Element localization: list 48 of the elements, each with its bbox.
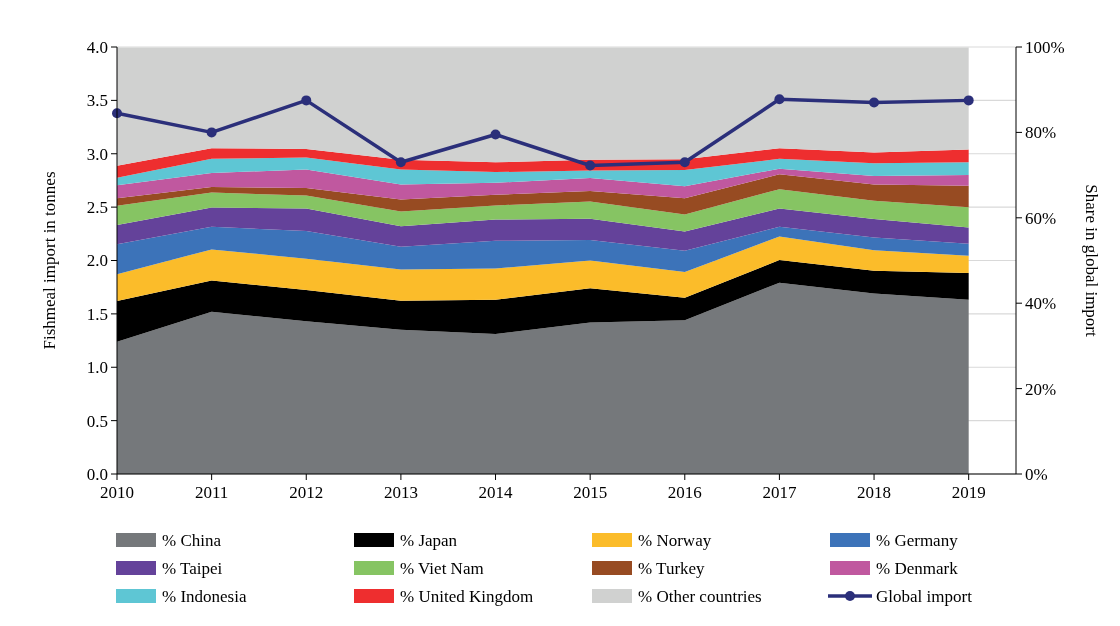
y2-tick-label: 100% xyxy=(1025,37,1065,57)
x-tick-label: 2018 xyxy=(857,483,892,502)
point xyxy=(490,129,501,140)
y-tick-label: 3.5 xyxy=(86,91,108,111)
legend-label: % Taipei xyxy=(162,558,223,578)
y-tick-label: 0.0 xyxy=(86,464,108,484)
x-tick-label: 2019 xyxy=(951,483,986,502)
legend-label: % Denmark xyxy=(876,558,959,578)
x-tick-label: 2011 xyxy=(194,483,229,502)
legend-label: % Turkey xyxy=(638,558,706,578)
legend-label: % China xyxy=(162,530,222,550)
legend-label: % United Kingdom xyxy=(400,586,534,606)
point xyxy=(395,157,406,168)
point xyxy=(774,94,785,105)
y-axis-title: Fishmeal import in tonnes xyxy=(40,171,59,350)
point xyxy=(679,157,690,168)
point xyxy=(963,95,974,106)
point xyxy=(869,97,880,108)
y-tick-label: 2.5 xyxy=(86,198,108,218)
y2-tick-label: 0% xyxy=(1025,464,1048,484)
legend-label: % Norway xyxy=(638,530,712,550)
point xyxy=(301,95,312,106)
x-tick-label: 2017 xyxy=(762,483,797,502)
x-tick-label: 2016 xyxy=(667,483,702,502)
y-tick-label: 4.0 xyxy=(86,37,108,57)
y2-axis-title: Share in global import xyxy=(1082,184,1101,338)
x-tick-label: 2013 xyxy=(383,483,418,502)
x-tick-label: 2015 xyxy=(573,483,608,502)
point xyxy=(585,160,596,171)
point xyxy=(206,127,217,138)
legend-label: Global import xyxy=(876,586,973,606)
legend-label: % Indonesia xyxy=(162,586,247,606)
x-tick-label: 2010 xyxy=(100,483,134,502)
legend-label: % Germany xyxy=(876,530,959,550)
y-tick-label: 0.5 xyxy=(86,411,108,431)
legend-label: % Japan xyxy=(400,530,458,550)
x-tick-label: 2014 xyxy=(478,483,514,502)
legend-label: % Viet Nam xyxy=(400,558,484,578)
y-tick-label: 2.0 xyxy=(86,251,108,271)
legend-label: % Other countries xyxy=(638,586,762,606)
y2-tick-label: 80% xyxy=(1025,123,1057,143)
y-tick-label: 1.5 xyxy=(86,304,108,324)
y2-tick-label: 60% xyxy=(1025,208,1057,228)
y2-tick-label: 40% xyxy=(1025,294,1057,314)
y-tick-label: 3.0 xyxy=(86,144,108,164)
x-tick-label: 2012 xyxy=(289,483,324,502)
y-tick-label: 1.0 xyxy=(86,358,108,378)
y2-tick-label: 20% xyxy=(1025,379,1057,399)
